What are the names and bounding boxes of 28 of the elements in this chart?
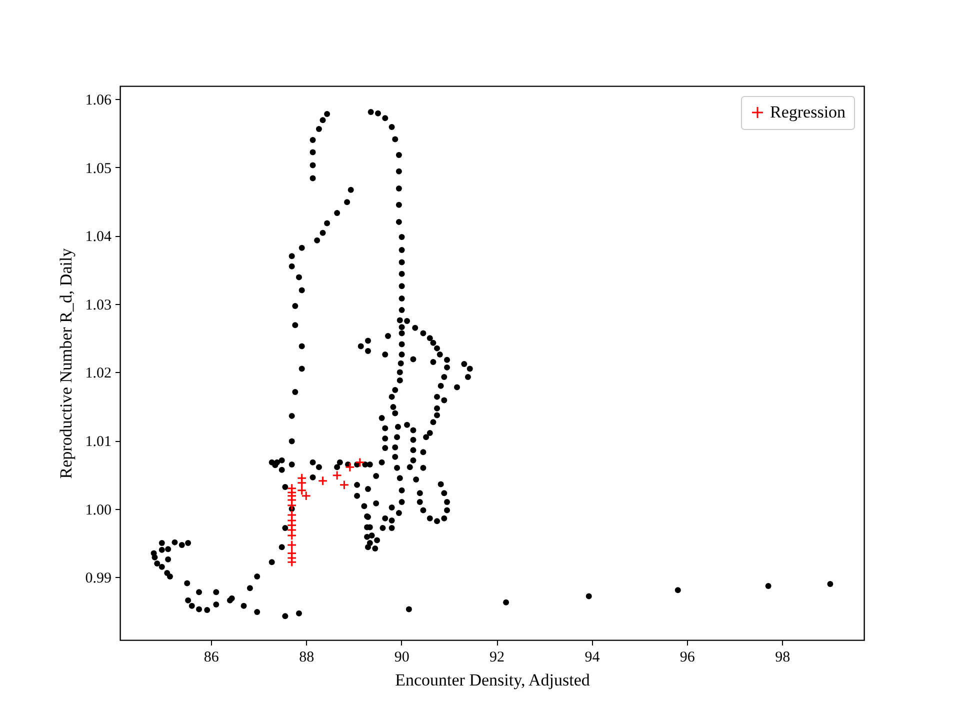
y-axis-title: Reproductive Number R_d, Daily xyxy=(56,248,76,479)
x-tick-label: 88 xyxy=(299,650,314,666)
point xyxy=(296,478,307,488)
x-tick-label: 86 xyxy=(204,650,220,666)
y-tick-label: 1.05 xyxy=(85,160,112,177)
y-tick-label: 0.99 xyxy=(85,570,112,587)
x-tick-label: 90 xyxy=(394,650,410,666)
y-tick-label: 1.02 xyxy=(85,366,112,382)
y-tick-label: 1.04 xyxy=(85,229,112,246)
x-tick-label: 94 xyxy=(584,650,600,666)
y-tick-label: 1.01 xyxy=(85,434,112,450)
x-axis-title: Encounter Density, Adjusted xyxy=(395,670,590,690)
point xyxy=(286,557,297,568)
y-tick-label: 1.03 xyxy=(85,297,112,314)
y-tick-label: 1.00 xyxy=(85,502,112,518)
point xyxy=(344,462,355,472)
point xyxy=(339,480,350,490)
point xyxy=(332,470,342,480)
point xyxy=(286,500,297,510)
y-tick-label: 1.06 xyxy=(85,92,112,108)
point xyxy=(354,457,365,468)
x-tick-label: 96 xyxy=(680,650,696,666)
point xyxy=(286,540,297,550)
legend-label: Regression xyxy=(770,102,846,122)
point xyxy=(318,476,328,486)
point xyxy=(286,530,297,540)
x-tick-label: 98 xyxy=(775,650,790,666)
x-tick-label: 92 xyxy=(490,650,505,666)
